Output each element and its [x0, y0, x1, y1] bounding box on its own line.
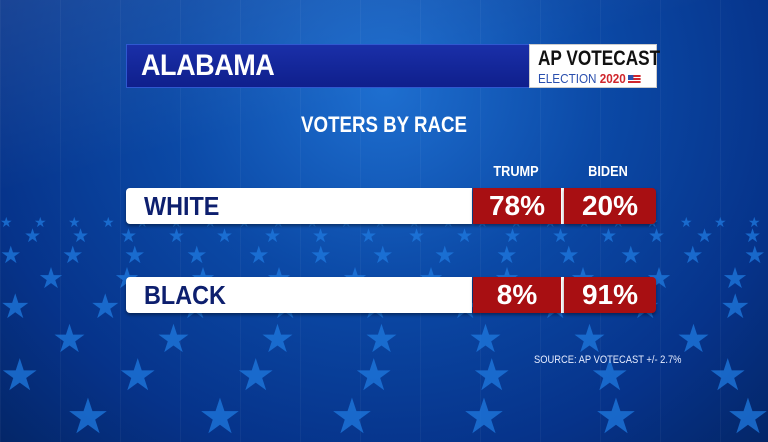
ap-votecast-logo: AP VOTECAST ELECTION 2020 — [529, 44, 661, 88]
row-label-box: WHITE — [126, 188, 472, 224]
divider — [561, 188, 564, 224]
divider — [561, 277, 564, 313]
logo-title: AP VOTECAST — [538, 47, 661, 70]
state-title: ALABAMA — [141, 49, 275, 82]
logo-subtitle: ELECTION 2020 — [538, 71, 641, 86]
column-header-biden: BIDEN — [588, 163, 628, 180]
logo-year: 2020 — [599, 71, 626, 86]
state-header-bar: ALABAMA — [126, 44, 531, 88]
table-row: BLACK 8% 91% — [126, 277, 656, 313]
star-pattern-background: ★ ★ ★ ★ ★ ★ ★ ★ ★ ★ ★ ★ ★ ★ ★ ★ ★ ★ ★ ★ ★ ★ ★ ★ ★ ★ ★ ★ ★ ★ ★ ★ ★ ★ ★ ★ ★ ★ ★ ★… — [0, 215, 768, 442]
table-row: WHITE 78% 20% — [126, 188, 656, 224]
biden-value: 91% — [564, 277, 656, 313]
logo-election-text: ELECTION — [538, 71, 600, 86]
trump-value: 78% — [473, 188, 561, 224]
trump-value: 8% — [473, 277, 561, 313]
row-label: BLACK — [144, 280, 226, 310]
row-label-box: BLACK — [126, 277, 472, 313]
flag-icon — [627, 75, 641, 85]
column-header-trump: TRUMP — [493, 163, 539, 180]
row-label: WHITE — [144, 191, 220, 221]
biden-value: 20% — [564, 188, 656, 224]
source-note: SOURCE: AP VOTECAST +/- 2.7% — [534, 354, 682, 366]
chart-title: VOTERS BY RACE — [301, 112, 467, 137]
